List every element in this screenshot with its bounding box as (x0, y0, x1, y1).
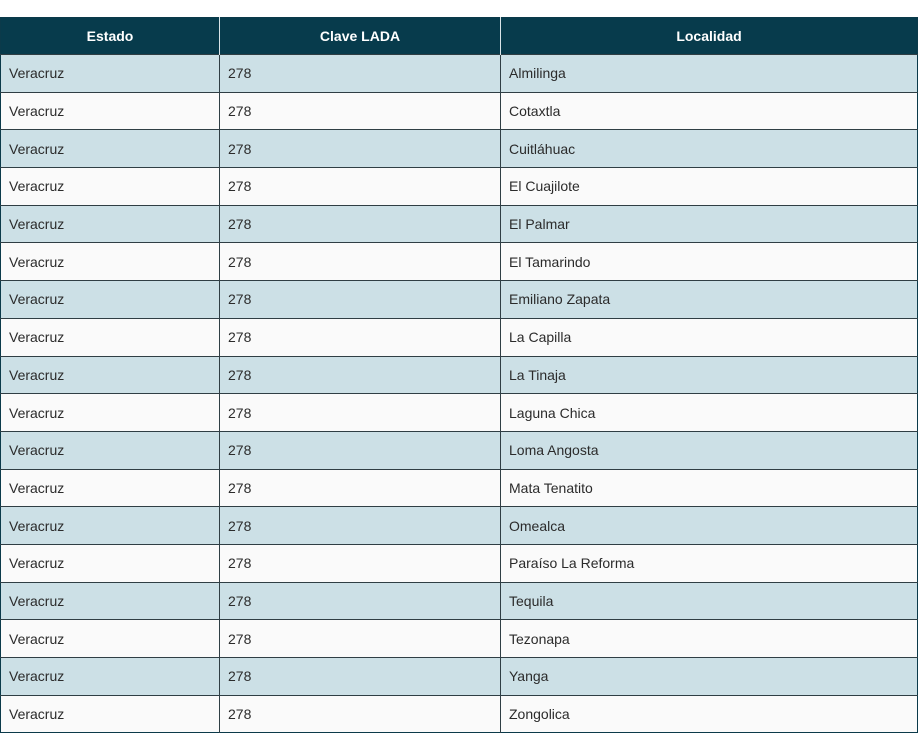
table-row: Veracruz 278 Zongolica (0, 694, 918, 733)
lada-table-container: Estado Clave LADA Localidad Veracruz 278 A… (0, 17, 918, 734)
cell-clave-lada: 278 (219, 129, 501, 168)
table-row: Veracruz 278 Yanga (0, 657, 918, 696)
cell-localidad: Tezonapa (500, 619, 918, 658)
table-row: Veracruz 278 Cuitláhuac (0, 129, 918, 168)
lada-table: Estado Clave LADA Localidad Veracruz 278 A… (0, 17, 918, 734)
table-row: Veracruz 278 Mata Tenatito (0, 468, 918, 507)
table-row: Veracruz 278 Tequila (0, 581, 918, 620)
cell-clave-lada: 278 (219, 657, 501, 696)
cell-localidad: Tequila (500, 581, 918, 620)
cell-localidad: Emiliano Zapata (500, 280, 918, 319)
cell-clave-lada: 278 (219, 167, 501, 206)
cell-estado: Veracruz (0, 543, 220, 583)
cell-localidad: Paraíso La Reforma (500, 543, 918, 583)
table-row: Veracruz 278 Almilinga (0, 54, 918, 93)
cell-estado: Veracruz (0, 242, 220, 281)
cell-clave-lada: 278 (219, 317, 501, 356)
cell-localidad: El Palmar (500, 204, 918, 243)
cell-estado: Veracruz (0, 280, 220, 319)
cell-localidad: Almilinga (500, 54, 918, 93)
cell-localidad: La Tinaja (500, 355, 918, 394)
cell-estado: Veracruz (0, 204, 220, 243)
cell-estado: Veracruz (0, 54, 220, 93)
cell-estado: Veracruz (0, 619, 220, 658)
cell-estado: Veracruz (0, 657, 220, 696)
header-localidad: Localidad (500, 17, 918, 55)
cell-clave-lada: 278 (219, 204, 501, 243)
table-row: Veracruz 278 La Capilla (0, 317, 918, 356)
cell-estado: Veracruz (0, 167, 220, 206)
table-body: Veracruz 278 Almilinga Veracruz 278 Cotaxtla V… (0, 54, 918, 733)
table-row: Veracruz 278 Paraíso La Reforma (0, 543, 918, 583)
table-row: Veracruz 278 El Tamarindo (0, 242, 918, 281)
cell-estado: Veracruz (0, 694, 220, 733)
cell-localidad: La Capilla (500, 317, 918, 356)
cell-localidad: El Cuajilote (500, 167, 918, 206)
cell-localidad: Zongolica (500, 694, 918, 733)
table-row: Veracruz 278 Tezonapa (0, 619, 918, 658)
cell-localidad: Omealca (500, 506, 918, 545)
cell-localidad: Yanga (500, 657, 918, 696)
cell-estado: Veracruz (0, 581, 220, 620)
cell-localidad: Cotaxtla (500, 91, 918, 130)
cell-localidad: El Tamarindo (500, 242, 918, 281)
cell-localidad: Laguna Chica (500, 393, 918, 432)
table-row: Veracruz 278 La Tinaja (0, 355, 918, 394)
cell-estado: Veracruz (0, 91, 220, 130)
table-header: Estado Clave LADA Localidad (0, 17, 918, 55)
cell-clave-lada: 278 (219, 506, 501, 545)
cell-clave-lada: 278 (219, 393, 501, 432)
cell-clave-lada: 278 (219, 581, 501, 620)
cell-clave-lada: 278 (219, 468, 501, 507)
cell-clave-lada: 278 (219, 54, 501, 93)
cell-localidad: Loma Angosta (500, 430, 918, 470)
table-row: Veracruz 278 Loma Angosta (0, 430, 918, 470)
table-row: Veracruz 278 Emiliano Zapata (0, 280, 918, 319)
cell-clave-lada: 278 (219, 543, 501, 583)
table-row: Veracruz 278 El Cuajilote (0, 167, 918, 206)
header-row: Estado Clave LADA Localidad (0, 17, 918, 55)
cell-localidad: Cuitláhuac (500, 129, 918, 168)
cell-estado: Veracruz (0, 468, 220, 507)
cell-clave-lada: 278 (219, 694, 501, 733)
cell-estado: Veracruz (0, 355, 220, 394)
table-row: Veracruz 278 Laguna Chica (0, 393, 918, 432)
cell-clave-lada: 278 (219, 355, 501, 394)
cell-estado: Veracruz (0, 317, 220, 356)
cell-clave-lada: 278 (219, 430, 501, 470)
cell-clave-lada: 278 (219, 242, 501, 281)
cell-localidad: Mata Tenatito (500, 468, 918, 507)
table-row: Veracruz 278 Omealca (0, 506, 918, 545)
cell-clave-lada: 278 (219, 619, 501, 658)
cell-clave-lada: 278 (219, 91, 501, 130)
cell-estado: Veracruz (0, 506, 220, 545)
cell-estado: Veracruz (0, 430, 220, 470)
cell-estado: Veracruz (0, 393, 220, 432)
header-clave-lada: Clave LADA (219, 17, 501, 55)
header-estado: Estado (0, 17, 220, 55)
cell-clave-lada: 278 (219, 280, 501, 319)
table-row: Veracruz 278 El Palmar (0, 204, 918, 243)
cell-estado: Veracruz (0, 129, 220, 168)
table-row: Veracruz 278 Cotaxtla (0, 91, 918, 130)
